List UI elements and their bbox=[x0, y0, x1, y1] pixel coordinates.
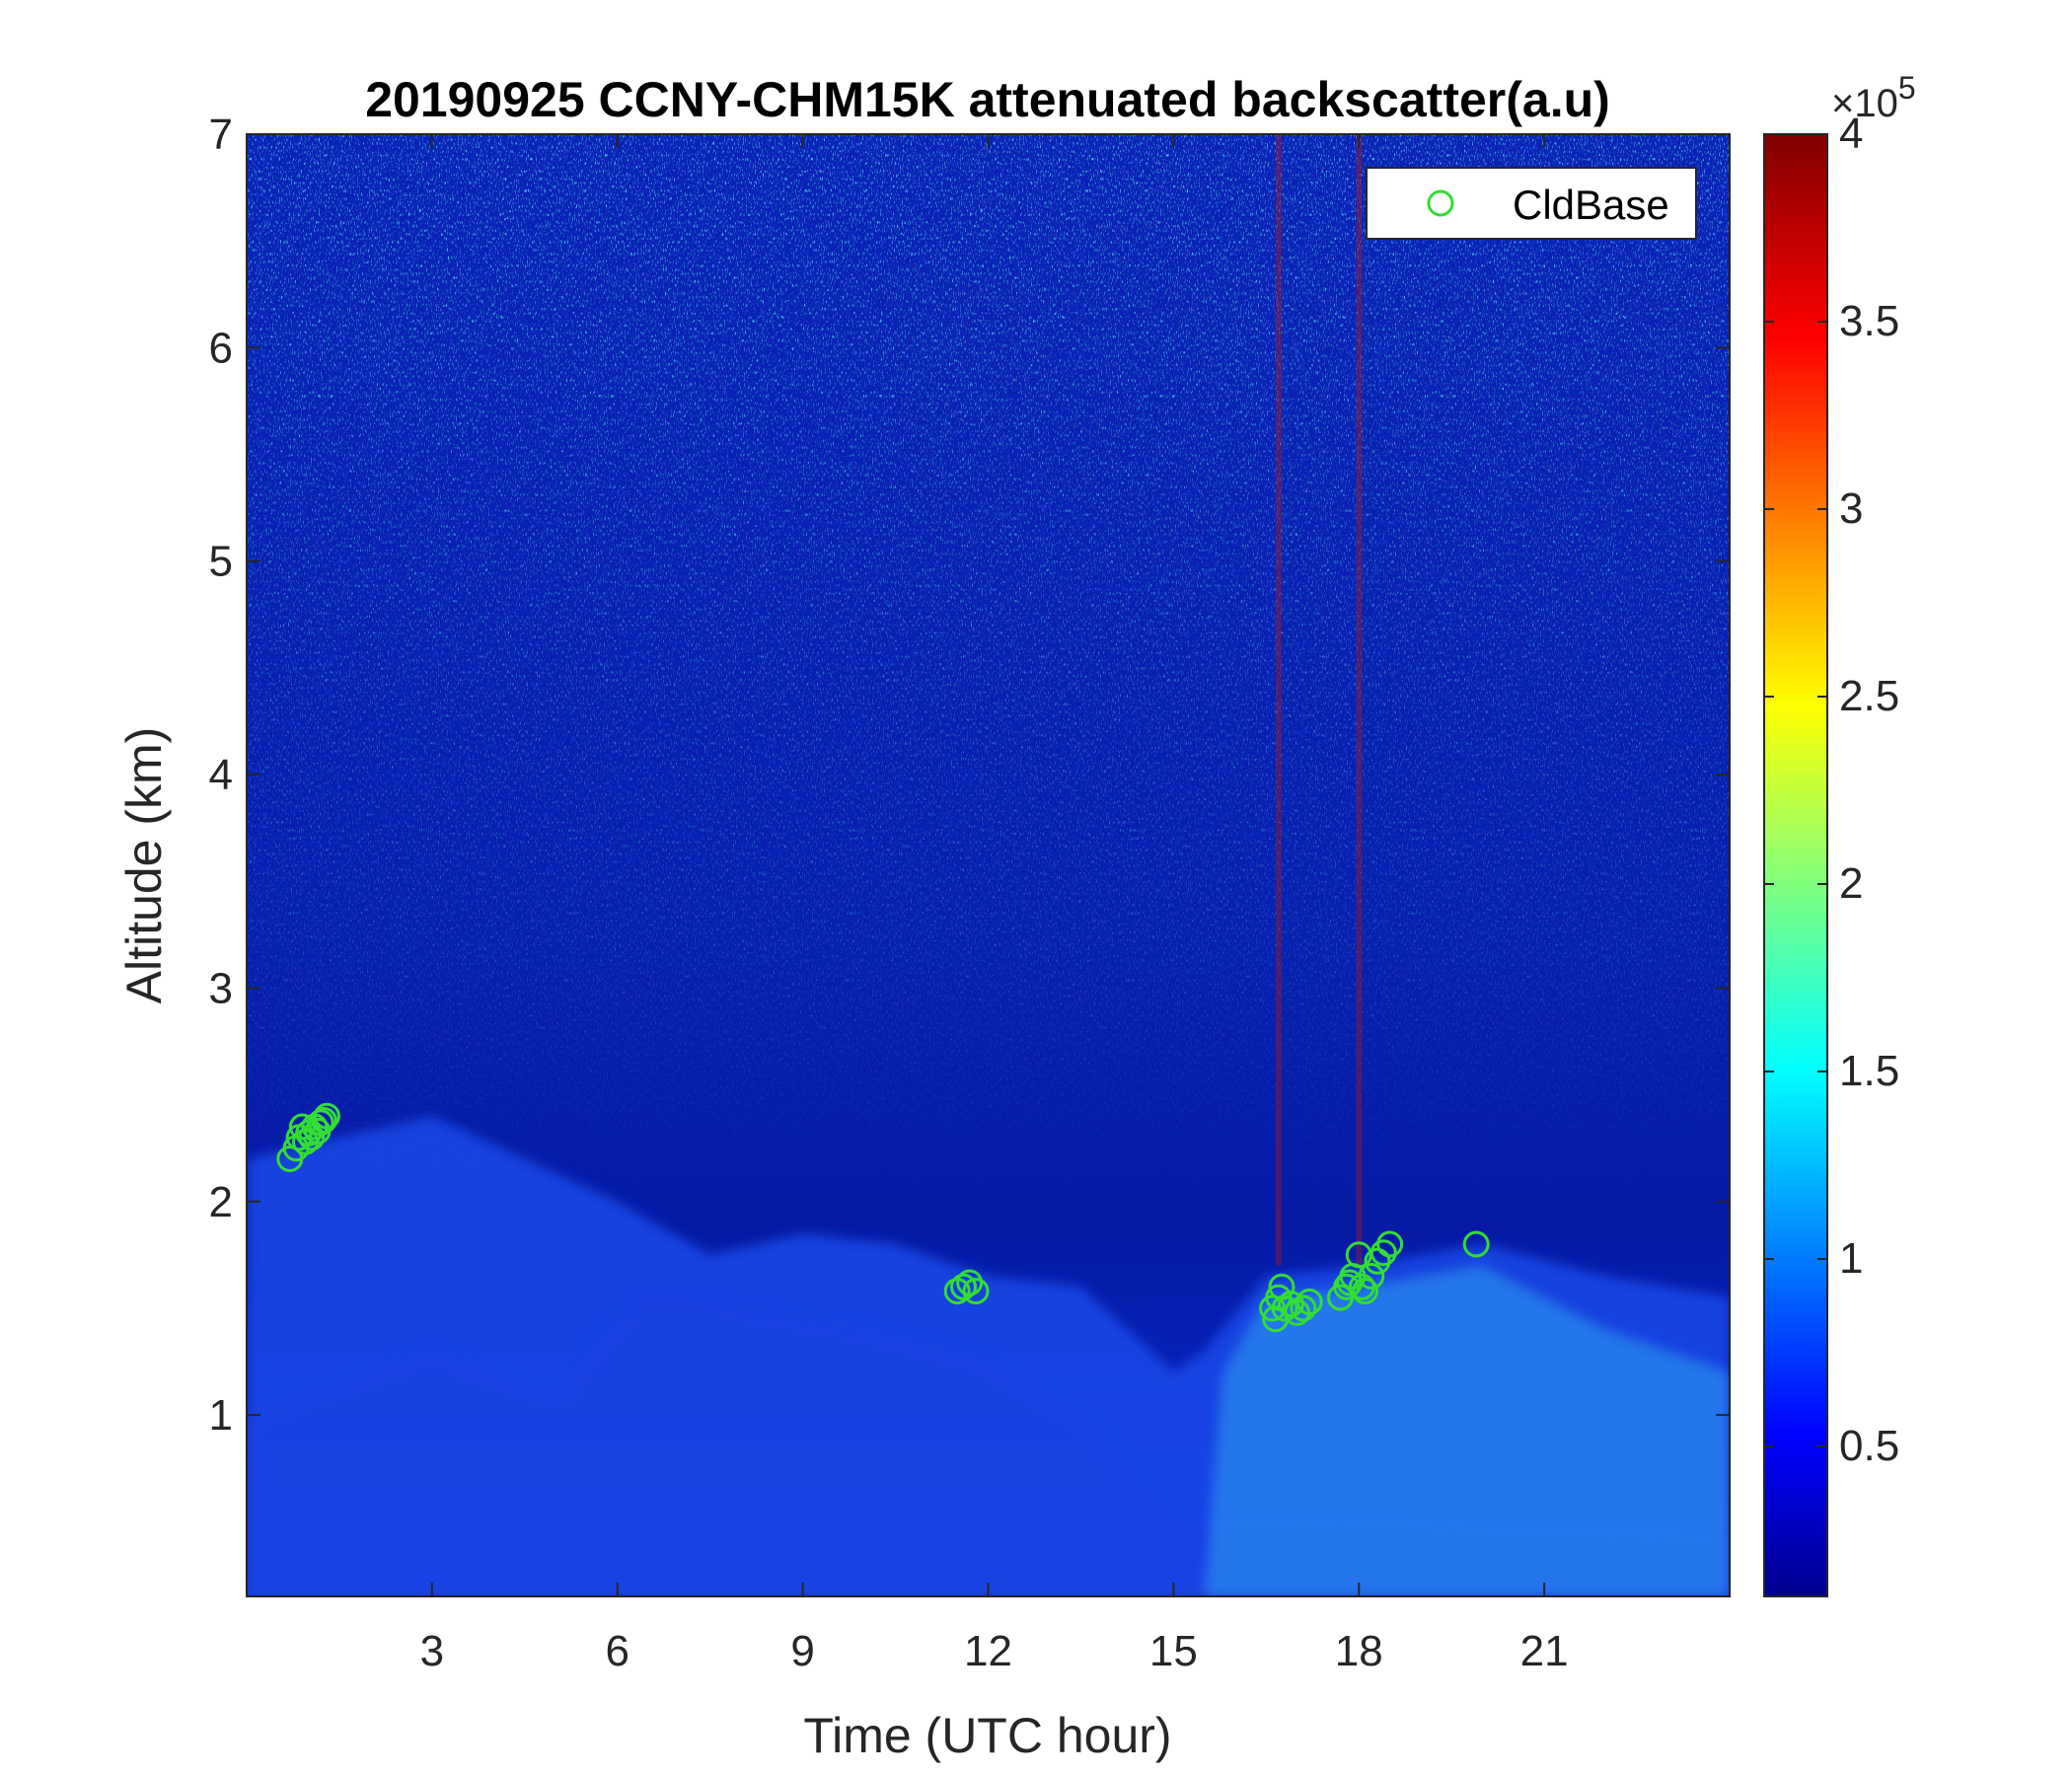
cldbase-point bbox=[307, 1109, 334, 1137]
cldbase-point bbox=[1277, 1291, 1304, 1318]
colorbar-tick-label: 2.5 bbox=[1839, 672, 1899, 720]
heatmap-noise-red bbox=[888, 134, 1730, 1121]
colorbar-exponent: ×105 bbox=[1831, 70, 1916, 125]
cldbase-point bbox=[1290, 1295, 1317, 1322]
colorbar-tick-label: 1.5 bbox=[1839, 1047, 1899, 1095]
y-tick-label: 3 bbox=[209, 964, 233, 1012]
x-tick-label: 3 bbox=[420, 1627, 444, 1675]
colorbar: 0.5 1 1.5 2 2.5 3 3.5 4 ×105 bbox=[1763, 70, 1916, 1597]
boundary-layer-inner bbox=[247, 1287, 1730, 1596]
legend-marker bbox=[1427, 189, 1454, 217]
y-axis-title: Altitude (km) bbox=[116, 727, 172, 1004]
colorbar-ticks: 0.5 1 1.5 2 2.5 3 3.5 4 bbox=[1764, 110, 1899, 1470]
x-axis-title: Time (UTC hour) bbox=[803, 1708, 1171, 1763]
x-tick-label: 9 bbox=[790, 1627, 814, 1675]
cldbase-point bbox=[1369, 1239, 1397, 1267]
x-tick-label: 12 bbox=[964, 1627, 1012, 1675]
colorbar-tick-label: 2 bbox=[1839, 859, 1863, 908]
cldbase-series bbox=[276, 1102, 1490, 1333]
cldbase-point bbox=[1462, 1230, 1490, 1258]
cldbase-point bbox=[298, 1124, 326, 1151]
x-tick-label: 21 bbox=[1520, 1627, 1569, 1675]
cldbase-point bbox=[1295, 1288, 1323, 1315]
y-tick-label: 7 bbox=[209, 111, 233, 159]
colorbar-tick-label: 4 bbox=[1839, 110, 1863, 158]
y-tick-label: 5 bbox=[209, 538, 233, 586]
colorbar-tick-label: 0.5 bbox=[1839, 1422, 1899, 1470]
y-tick-label: 4 bbox=[209, 751, 233, 799]
colorbar-tick-label: 3 bbox=[1839, 484, 1863, 533]
cldbase-point bbox=[962, 1278, 990, 1305]
legend-label: CldBase bbox=[1513, 182, 1669, 228]
colorbar-tick-label: 3.5 bbox=[1839, 297, 1899, 345]
colorbar-tick-label: 1 bbox=[1839, 1234, 1863, 1283]
convective-layer bbox=[1204, 1265, 1730, 1596]
vertical-streaks bbox=[1275, 134, 1363, 1266]
cldbase-point bbox=[950, 1273, 977, 1300]
cldbase-point bbox=[1358, 1263, 1385, 1290]
plot-area bbox=[247, 134, 1730, 1596]
x-tick-label: 15 bbox=[1149, 1627, 1198, 1675]
x-tick-label: 6 bbox=[606, 1627, 629, 1675]
chart-title: 20190925 CCNY-CHM15K attenuated backscat… bbox=[365, 72, 1610, 127]
cldbase-point bbox=[1352, 1278, 1378, 1305]
y-tick-label: 1 bbox=[209, 1391, 233, 1440]
cldbase-point bbox=[1271, 1295, 1298, 1322]
legend-box bbox=[1366, 167, 1697, 240]
colorbar-gradient bbox=[1764, 134, 1827, 1596]
streak-1 bbox=[1356, 134, 1363, 1266]
legend: CldBase bbox=[1366, 167, 1697, 240]
y-tick-label: 2 bbox=[209, 1178, 233, 1226]
cldbase-point bbox=[310, 1107, 337, 1134]
colorbar-frame bbox=[1763, 133, 1828, 1597]
cldbase-point bbox=[1364, 1247, 1391, 1275]
cldbase-point bbox=[313, 1102, 340, 1130]
cldbase-point bbox=[956, 1269, 984, 1296]
cldbase-point bbox=[1376, 1230, 1404, 1258]
boundary-layer bbox=[247, 1116, 1730, 1596]
y-tick-label: 6 bbox=[209, 324, 233, 372]
x-tick-label: 18 bbox=[1335, 1627, 1383, 1675]
y-axis: 1 2 3 4 5 6 7 bbox=[209, 111, 1730, 1440]
streak-0 bbox=[1275, 134, 1282, 1266]
x-axis: 3 6 9 12 15 18 21 bbox=[420, 134, 1569, 1675]
